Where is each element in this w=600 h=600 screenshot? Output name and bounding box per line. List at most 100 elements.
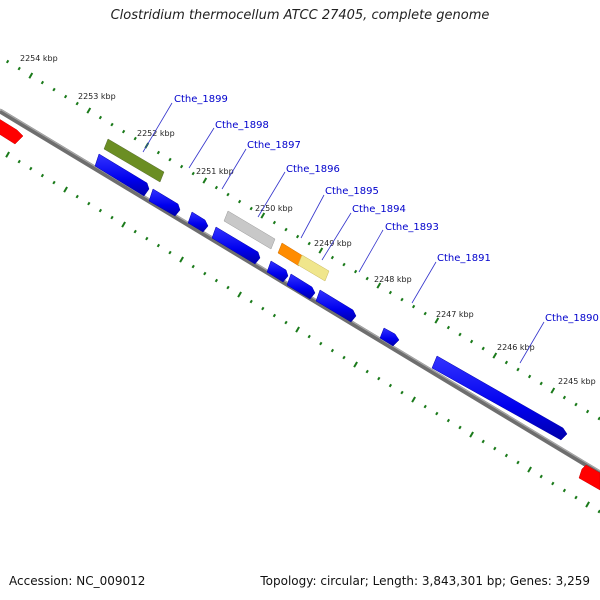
scale-tick bbox=[295, 234, 300, 239]
scale-tick bbox=[272, 220, 277, 225]
scale-tick bbox=[411, 304, 416, 309]
gene-arrow-blue[interactable] bbox=[431, 355, 568, 441]
kbp-label-2245: 2245 kbp bbox=[558, 377, 596, 386]
gene-arrow-blue[interactable] bbox=[148, 188, 181, 217]
scale-tick bbox=[330, 348, 335, 353]
scale-tick bbox=[121, 129, 126, 134]
leader-line-cthe-1895 bbox=[300, 194, 325, 239]
scale-tick bbox=[249, 206, 253, 211]
scale-tick bbox=[5, 151, 10, 158]
scale-tick bbox=[539, 474, 543, 479]
gene-gray-feature[interactable] bbox=[223, 210, 276, 250]
scale-tick bbox=[516, 367, 520, 372]
scale-tick bbox=[249, 299, 253, 304]
genome-summary-text: Topology: circular; Length: 3,843,301 bp… bbox=[260, 574, 590, 588]
gene-arrow-blue[interactable] bbox=[266, 260, 289, 283]
gene-arrow-blue[interactable] bbox=[211, 226, 261, 265]
map-title: Clostridium thermocellum ATCC 27405, com… bbox=[110, 8, 490, 23]
gene-orange-feature[interactable] bbox=[277, 242, 304, 267]
gene-label-cthe-1891[interactable]: Cthe_1891 bbox=[437, 253, 491, 264]
scale-tick bbox=[272, 313, 277, 318]
leader-line-cthe-1898 bbox=[188, 127, 215, 169]
leader-line-cthe-1893 bbox=[358, 229, 384, 273]
scale-tick bbox=[191, 171, 195, 176]
gene-label-cthe-1897[interactable]: Cthe_1897 bbox=[247, 140, 301, 151]
gene-label-cthe-1894[interactable]: Cthe_1894 bbox=[352, 204, 406, 215]
gene-olive-feature[interactable] bbox=[103, 138, 165, 183]
scale-tick bbox=[353, 269, 358, 274]
kbp-label-2250: 2250 kbp bbox=[255, 204, 293, 213]
gene-label-cthe-1890[interactable]: Cthe_1890 bbox=[545, 313, 599, 324]
gene-labels: Cthe_1899 Cthe_1898 Cthe_1897 Cthe_1896 … bbox=[174, 94, 599, 324]
scale-tick bbox=[504, 453, 509, 458]
scale-tick bbox=[376, 282, 382, 289]
scale-tick bbox=[504, 360, 509, 365]
scale-tick bbox=[458, 332, 462, 337]
gene-arrow-blue[interactable] bbox=[187, 211, 209, 233]
gene-arrow-blue[interactable] bbox=[379, 327, 400, 347]
scale-tick bbox=[284, 320, 288, 325]
scale-tick bbox=[52, 180, 56, 185]
leader-line-cthe-1899 bbox=[142, 102, 173, 153]
scale-tick bbox=[527, 374, 532, 379]
scale-tick bbox=[202, 177, 208, 184]
gene-pale-yellow-feature[interactable] bbox=[297, 254, 330, 282]
scale-tick bbox=[86, 107, 92, 114]
accession-text: Accession: NC_009012 bbox=[9, 574, 146, 588]
scale-tick bbox=[353, 361, 358, 368]
scale-tick bbox=[342, 355, 346, 360]
gene-label-cthe-1898[interactable]: Cthe_1898 bbox=[215, 120, 269, 131]
scale-tick bbox=[133, 136, 137, 141]
leader-line-cthe-1891 bbox=[411, 261, 437, 304]
scale-tick bbox=[98, 115, 103, 120]
gene-label-cthe-1896[interactable]: Cthe_1896 bbox=[286, 164, 340, 175]
scale-tick bbox=[98, 208, 103, 213]
gene-label-cthe-1895[interactable]: Cthe_1895 bbox=[325, 186, 379, 197]
gene-label-cthe-1899[interactable]: Cthe_1899 bbox=[174, 94, 228, 105]
scale-tick bbox=[493, 446, 497, 451]
scale-tick bbox=[28, 72, 34, 79]
scale-tick bbox=[469, 431, 474, 438]
gene-arrow-blue[interactable] bbox=[315, 289, 357, 323]
kbp-label-2247: 2247 kbp bbox=[436, 310, 474, 319]
scale-tick bbox=[145, 236, 149, 241]
scale-tick bbox=[574, 495, 578, 500]
scale-tick bbox=[585, 409, 590, 414]
scale-tick bbox=[214, 185, 219, 190]
scale-tick bbox=[5, 59, 10, 64]
scale-tick bbox=[365, 369, 369, 374]
scale-tick bbox=[75, 194, 79, 199]
scale-tick bbox=[318, 247, 324, 254]
scale-tick bbox=[411, 396, 416, 403]
scale-tick bbox=[261, 306, 265, 311]
gene-arrow-blue[interactable] bbox=[94, 153, 150, 197]
scale-tick bbox=[307, 334, 311, 339]
kbp-label-2249: 2249 kbp bbox=[314, 239, 352, 248]
scale-tick bbox=[17, 159, 21, 164]
scale-tick bbox=[63, 186, 68, 193]
scale-tick bbox=[365, 276, 369, 281]
scale-tick bbox=[75, 101, 79, 106]
scale-tick bbox=[110, 122, 114, 127]
scale-tick bbox=[295, 326, 300, 333]
gene-label-cthe-1893[interactable]: Cthe_1893 bbox=[385, 222, 439, 233]
scale-tick bbox=[319, 341, 323, 346]
scale-tick bbox=[330, 255, 335, 260]
kbp-label-2248: 2248 kbp bbox=[374, 275, 412, 284]
kbp-label-2253: 2253 kbp bbox=[78, 92, 116, 101]
scale-tick bbox=[17, 66, 21, 71]
scale-tick bbox=[40, 173, 45, 178]
scale-tick bbox=[423, 311, 427, 316]
gene-red-left[interactable] bbox=[0, 117, 24, 145]
gene-red-right[interactable] bbox=[578, 464, 600, 491]
scale-tick bbox=[87, 201, 91, 206]
gene-arrow-blue[interactable] bbox=[286, 273, 316, 300]
kbp-label-2254: 2254 kbp bbox=[20, 54, 58, 63]
scale-tick bbox=[388, 290, 393, 295]
scale-tick bbox=[237, 291, 242, 298]
kbp-label-2251: 2251 kbp bbox=[196, 167, 234, 176]
scale-tick bbox=[492, 352, 498, 359]
scale-tick bbox=[133, 229, 137, 234]
scale-tick bbox=[156, 243, 161, 248]
